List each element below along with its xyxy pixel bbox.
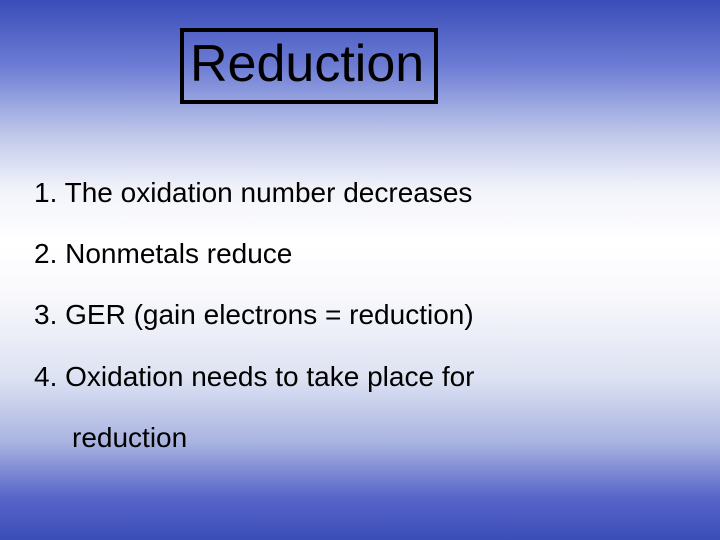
list-item: 2. Nonmetals reduce <box>34 227 690 280</box>
list-item: 1. The oxidation number decreases <box>34 166 690 219</box>
list-item-continuation: reduction <box>34 411 690 464</box>
slide-container: Reduction 1. The oxidation number decrea… <box>0 0 720 540</box>
bullet-list: 1. The oxidation number decreases 2. Non… <box>30 166 690 464</box>
title-box: Reduction <box>180 28 438 104</box>
list-item: 3. GER (gain electrons = reduction) <box>34 288 690 341</box>
list-item: 4. Oxidation needs to take place for <box>34 350 690 403</box>
slide-title: Reduction <box>190 34 424 94</box>
